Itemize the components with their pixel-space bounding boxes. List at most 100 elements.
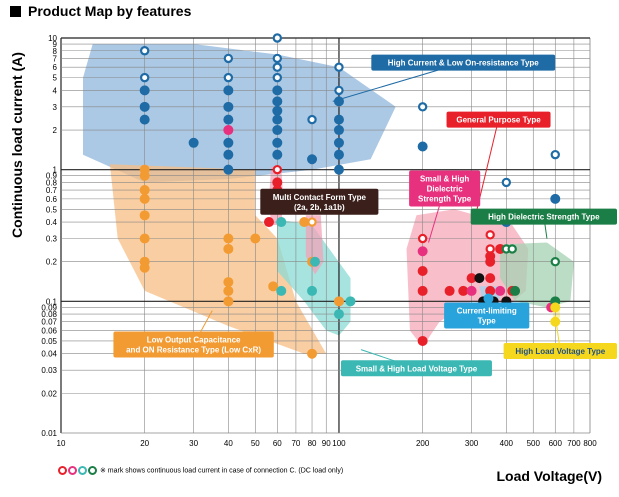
label-box-high-current-low-on-resistance-type — [371, 54, 556, 71]
data-point-blue-16 — [272, 62, 283, 72]
data-point-sky-103 — [483, 293, 494, 304]
labels-layer: High Current & Low On-resistance Type Gen… — [113, 54, 617, 377]
data-point-pink-41 — [223, 125, 234, 136]
x-tick-label-500: 500 — [527, 439, 541, 448]
data-point-yellow-104 — [550, 302, 561, 313]
data-point-red-74 — [417, 233, 428, 244]
y-tick-label-0-04: 0.04 — [41, 350, 57, 359]
y-tick-label-6: 6 — [53, 63, 58, 72]
data-point-blue-17 — [272, 72, 283, 83]
data-point-blue-2 — [139, 85, 150, 96]
y-tick-label-4: 4 — [53, 86, 58, 95]
data-point-blue-10 — [223, 114, 234, 125]
data-point-red-78 — [444, 285, 455, 296]
x-tick-label-700: 700 — [567, 439, 581, 448]
data-point-blue-7 — [223, 72, 234, 83]
data-point-teal-63 — [276, 285, 287, 296]
y-tick-label-0-05: 0.05 — [41, 337, 57, 346]
data-point-blue-40 — [550, 193, 561, 204]
data-point-green-99 — [507, 244, 517, 254]
ticks-layer: 10 20 30 40 50 60 70 80 90 100 200 300 400 500 600 700 8… — [41, 34, 597, 448]
label-text-small-high-0: Small & High — [420, 174, 469, 183]
x-axis-label: Load Voltage(V) — [496, 468, 602, 484]
data-point-blue-26 — [307, 154, 318, 165]
data-point-orange-43 — [139, 170, 150, 181]
label-box-multi-contact-form-type — [260, 188, 379, 215]
data-point-blue-15 — [272, 53, 283, 64]
data-point-orange-49 — [139, 262, 150, 273]
data-point-blue-28 — [334, 85, 344, 96]
x-tick-label-80: 80 — [308, 439, 317, 448]
y-tick-label-1: 1 — [53, 166, 58, 175]
y-tick-label-0-7: 0.7 — [46, 186, 58, 195]
data-point-green-101 — [550, 256, 560, 267]
data-point-blue-34 — [333, 164, 344, 175]
y-tick-label-0-02: 0.02 — [41, 389, 57, 398]
footnote: ※ mark shows continuous load current in … — [58, 466, 343, 475]
label-text-high-current-low-on-resistance-type-0: High Current & Low On-resistance Type — [388, 59, 540, 68]
label-box-high-dielectric-strength-type — [470, 208, 617, 225]
chart-title: Product Map by features — [28, 3, 192, 19]
y-tick-label-0-03: 0.03 — [41, 366, 57, 375]
data-point-red-68 — [272, 164, 283, 175]
footnote-circle-green-icon — [88, 466, 97, 475]
x-tick-label-30: 30 — [189, 439, 198, 448]
y-tick-label-0-4: 0.4 — [46, 218, 58, 227]
data-point-teal-66 — [333, 309, 344, 320]
data-point-orange-44 — [139, 185, 150, 196]
data-point-orange-60 — [307, 348, 318, 359]
data-point-pink-95 — [466, 285, 477, 296]
data-point-blue-31 — [333, 125, 344, 136]
data-point-orange-50 — [223, 233, 234, 244]
footnote-text: ※ mark shows continuous load current in … — [99, 467, 344, 475]
data-point-blue-4 — [139, 114, 150, 125]
data-point-red-85 — [485, 273, 496, 284]
data-point-orange-56 — [268, 281, 279, 292]
x-tick-label-90: 90 — [322, 439, 331, 448]
data-point-orange-46 — [139, 210, 150, 221]
data-point-blue-21 — [272, 114, 283, 125]
data-point-orange-55 — [250, 233, 261, 244]
x-tick-label-10: 10 — [57, 439, 66, 448]
x-tick-label-400: 400 — [500, 439, 514, 448]
x-tick-label-50: 50 — [251, 439, 260, 448]
data-point-blue-11 — [223, 137, 234, 148]
label-text-small-high-1: Dielectric — [427, 184, 464, 193]
label-text-small-high-2: Strength Type — [418, 194, 472, 203]
label-text-low-output-capacitance-0: Low Output Capacitance — [147, 336, 241, 345]
label-box-low-output-capacitance — [113, 331, 274, 358]
label-text-small-high-load-voltage-type-0: Small & High Load Voltage Type — [356, 364, 478, 373]
label-text-multi-contact-form-type-1: (2a, 2b, 1a1b) — [294, 203, 345, 212]
x-tick-label-70: 70 — [291, 439, 300, 448]
data-point-orange-61 — [333, 296, 344, 307]
chart-title-row: Product Map by features — [10, 2, 191, 20]
footnote-circle-red-icon — [58, 466, 67, 475]
data-point-blue-35 — [417, 102, 428, 112]
data-point-blue-29 — [333, 96, 344, 107]
y-tick-label-0-3: 0.3 — [46, 235, 58, 244]
data-point-black-90 — [474, 273, 485, 284]
y-tick-label-7: 7 — [53, 54, 58, 63]
y-tick-label-10: 10 — [48, 34, 57, 43]
y-tick-label-0-07: 0.07 — [41, 318, 57, 327]
y-tick-label-0-09: 0.09 — [41, 303, 57, 312]
label-text-high-load-voltage-type-0: High Load Voltage Type — [515, 347, 605, 356]
label-box-high-load-voltage-type — [503, 342, 617, 359]
data-point-teal-65 — [310, 256, 321, 267]
y-tick-label-9: 9 — [53, 40, 58, 49]
data-point-yellow-105 — [550, 316, 561, 327]
footnote-circle-pink-icon — [68, 466, 77, 475]
data-point-teal-64 — [276, 217, 287, 228]
x-tick-label-40: 40 — [224, 439, 233, 448]
y-tick-label-3: 3 — [53, 103, 58, 112]
data-point-orange-51 — [223, 243, 234, 254]
data-point-blue-5 — [188, 137, 199, 148]
data-point-teal-62 — [307, 285, 318, 296]
data-point-blue-36 — [417, 141, 428, 152]
region-small-high-load-voltage-type-2 — [277, 219, 351, 336]
label-text-high-dielectric-strength-type-0: High Dielectric Strength Type — [488, 213, 600, 222]
data-point-blue-3 — [139, 101, 150, 112]
label-text-current-limiting-1: Type — [478, 317, 497, 326]
data-point-red-75 — [417, 265, 428, 276]
data-point-red-79 — [458, 285, 469, 296]
